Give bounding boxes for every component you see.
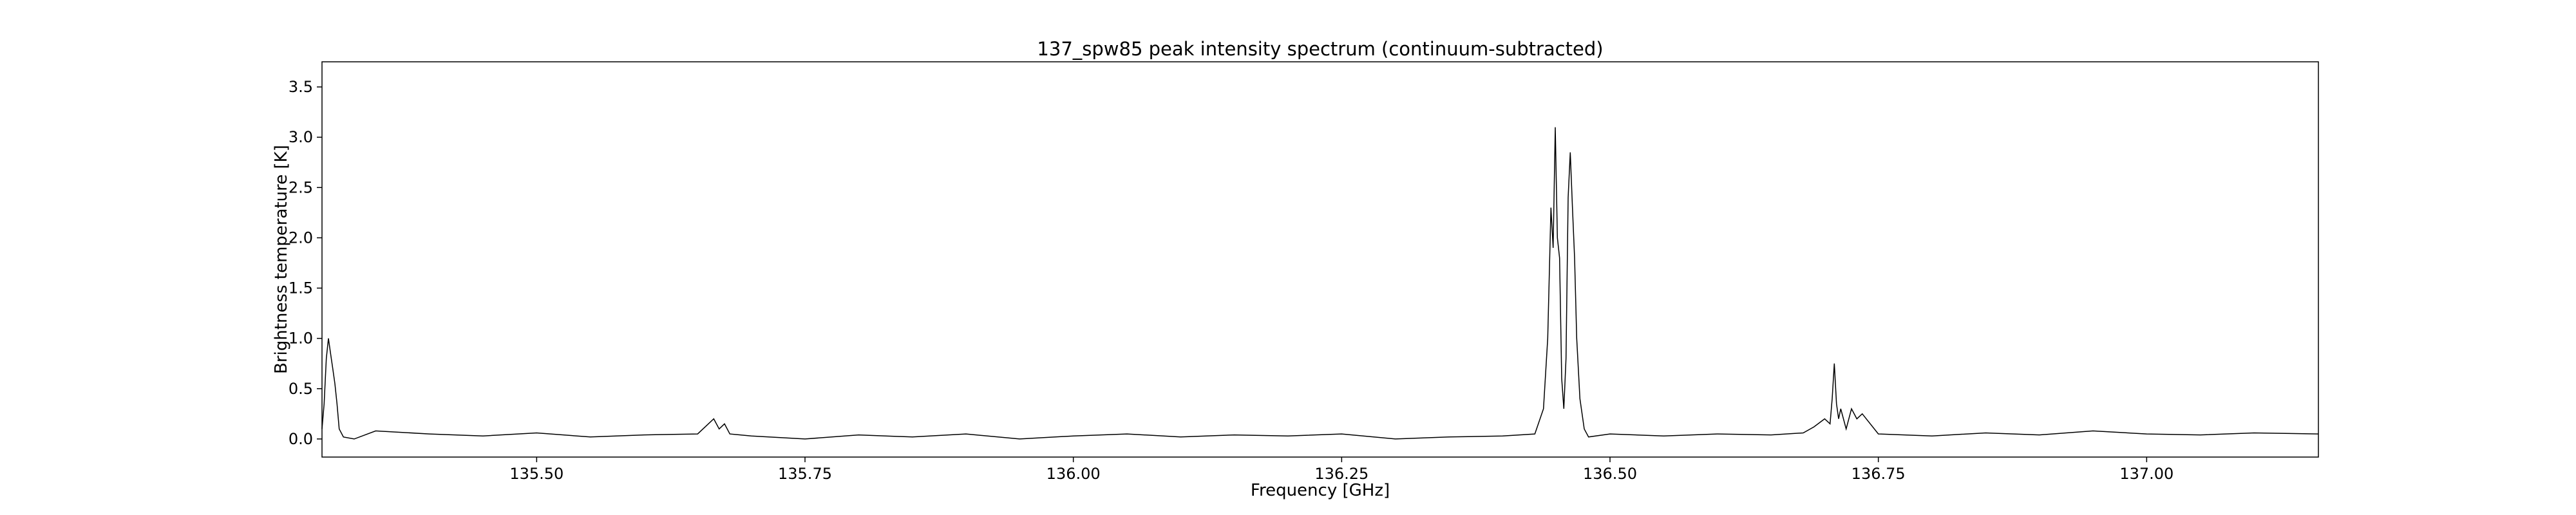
plot-area [321, 127, 2319, 440]
x-tick-label: 136.25 [1314, 465, 1368, 483]
y-tick-label: 0.5 [289, 380, 313, 398]
y-tick-label: 3.5 [289, 78, 313, 96]
x-tick-label: 136.75 [1852, 465, 1906, 483]
y-tick-label: 2.5 [289, 178, 313, 196]
y-tick-label: 2.0 [289, 229, 313, 247]
y-axis-label: Brightness temperature [K] [272, 145, 291, 374]
y-tick-label: 3.0 [289, 128, 313, 146]
spectrum-line-0 [321, 127, 2319, 440]
x-tick-label: 135.50 [509, 465, 564, 483]
x-tick-label: 135.75 [778, 465, 832, 483]
y-axis: 0.0 0.5 1.0 1.5 2.0 2.5 3.0 3.5 [289, 78, 322, 448]
x-tick-label: 136.50 [1583, 465, 1637, 483]
x-tick-label: 137.00 [2119, 465, 2174, 483]
chart-title: 137_spw85 peak intensity spectrum (conti… [1037, 38, 1603, 60]
x-axis: 135.50 135.75 136.00 136.25 136.50 136.75 137.… [509, 457, 2174, 483]
y-tick-label: 0.0 [289, 430, 313, 448]
plot-frame [321, 61, 2319, 458]
y-tick-label: 1.5 [289, 279, 313, 297]
y-tick-label: 1.0 [289, 330, 313, 348]
x-axis-label: Frequency [GHz] [1251, 481, 1390, 500]
x-tick-label: 136.00 [1046, 465, 1101, 483]
